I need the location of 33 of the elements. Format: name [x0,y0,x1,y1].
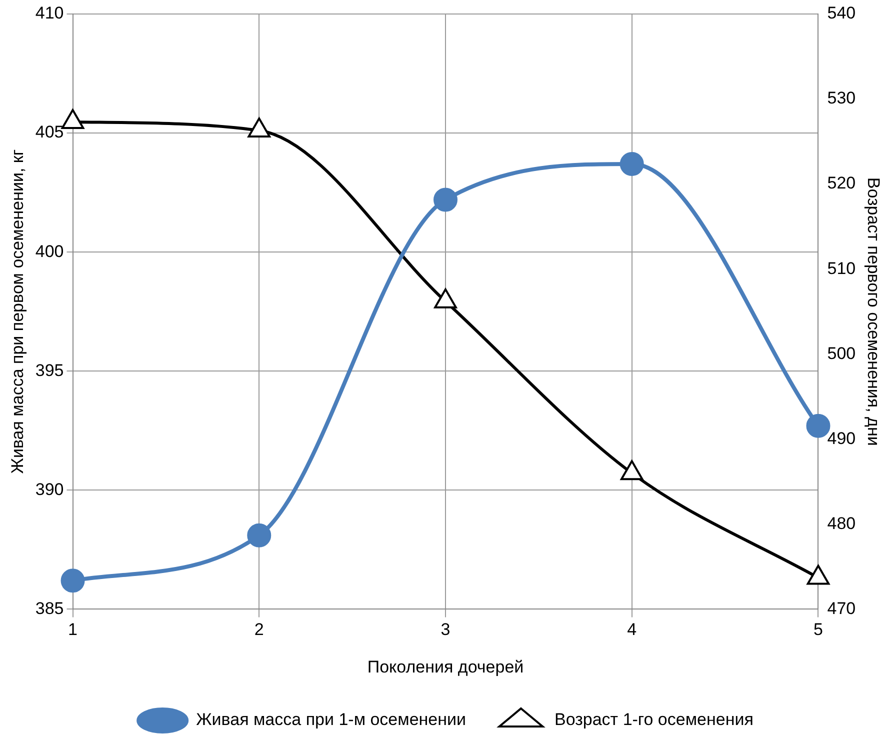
y-tick-label: 390 [35,480,64,499]
y-axis-title: Живая масса при первом осеменении, кг [8,149,27,474]
y2-tick-label: 540 [827,4,856,23]
y-tick-label: 400 [35,242,64,261]
x-tick-label: 1 [68,620,78,640]
point [434,288,457,308]
y-tick-label: 385 [35,598,64,618]
x-tick-label: 3 [440,620,450,640]
y2-tick-label: 520 [827,174,856,193]
x-axis-title: Поколения дочерей [367,657,524,676]
point [247,523,272,548]
y2-tick-label: 510 [827,258,856,278]
y-tick-label: 410 [35,4,64,23]
point [806,564,830,585]
x-tick-label: 4 [627,620,637,640]
point [60,568,85,593]
point [620,152,644,176]
point [434,188,458,212]
legend-label: Живая масса при 1-м осеменении [196,710,466,730]
x-tick-label: 2 [254,620,264,640]
y-tick-label: 395 [35,360,64,380]
y-tick-label: 405 [35,122,64,142]
x-tick-label: 5 [814,620,823,640]
y2-tick-label: 530 [827,88,856,108]
y2-tick-label: 500 [827,344,856,363]
y2-tick-label: 480 [827,514,856,533]
point [61,108,84,129]
legend-label: Возраст 1-го осеменения [554,710,754,730]
y2-tick-label: 470 [827,598,856,618]
point [248,117,271,138]
y2-tick-label: 490 [827,428,856,448]
y2-axis-title: Возраст первого осеменения, дни [864,177,884,446]
point [620,460,644,480]
